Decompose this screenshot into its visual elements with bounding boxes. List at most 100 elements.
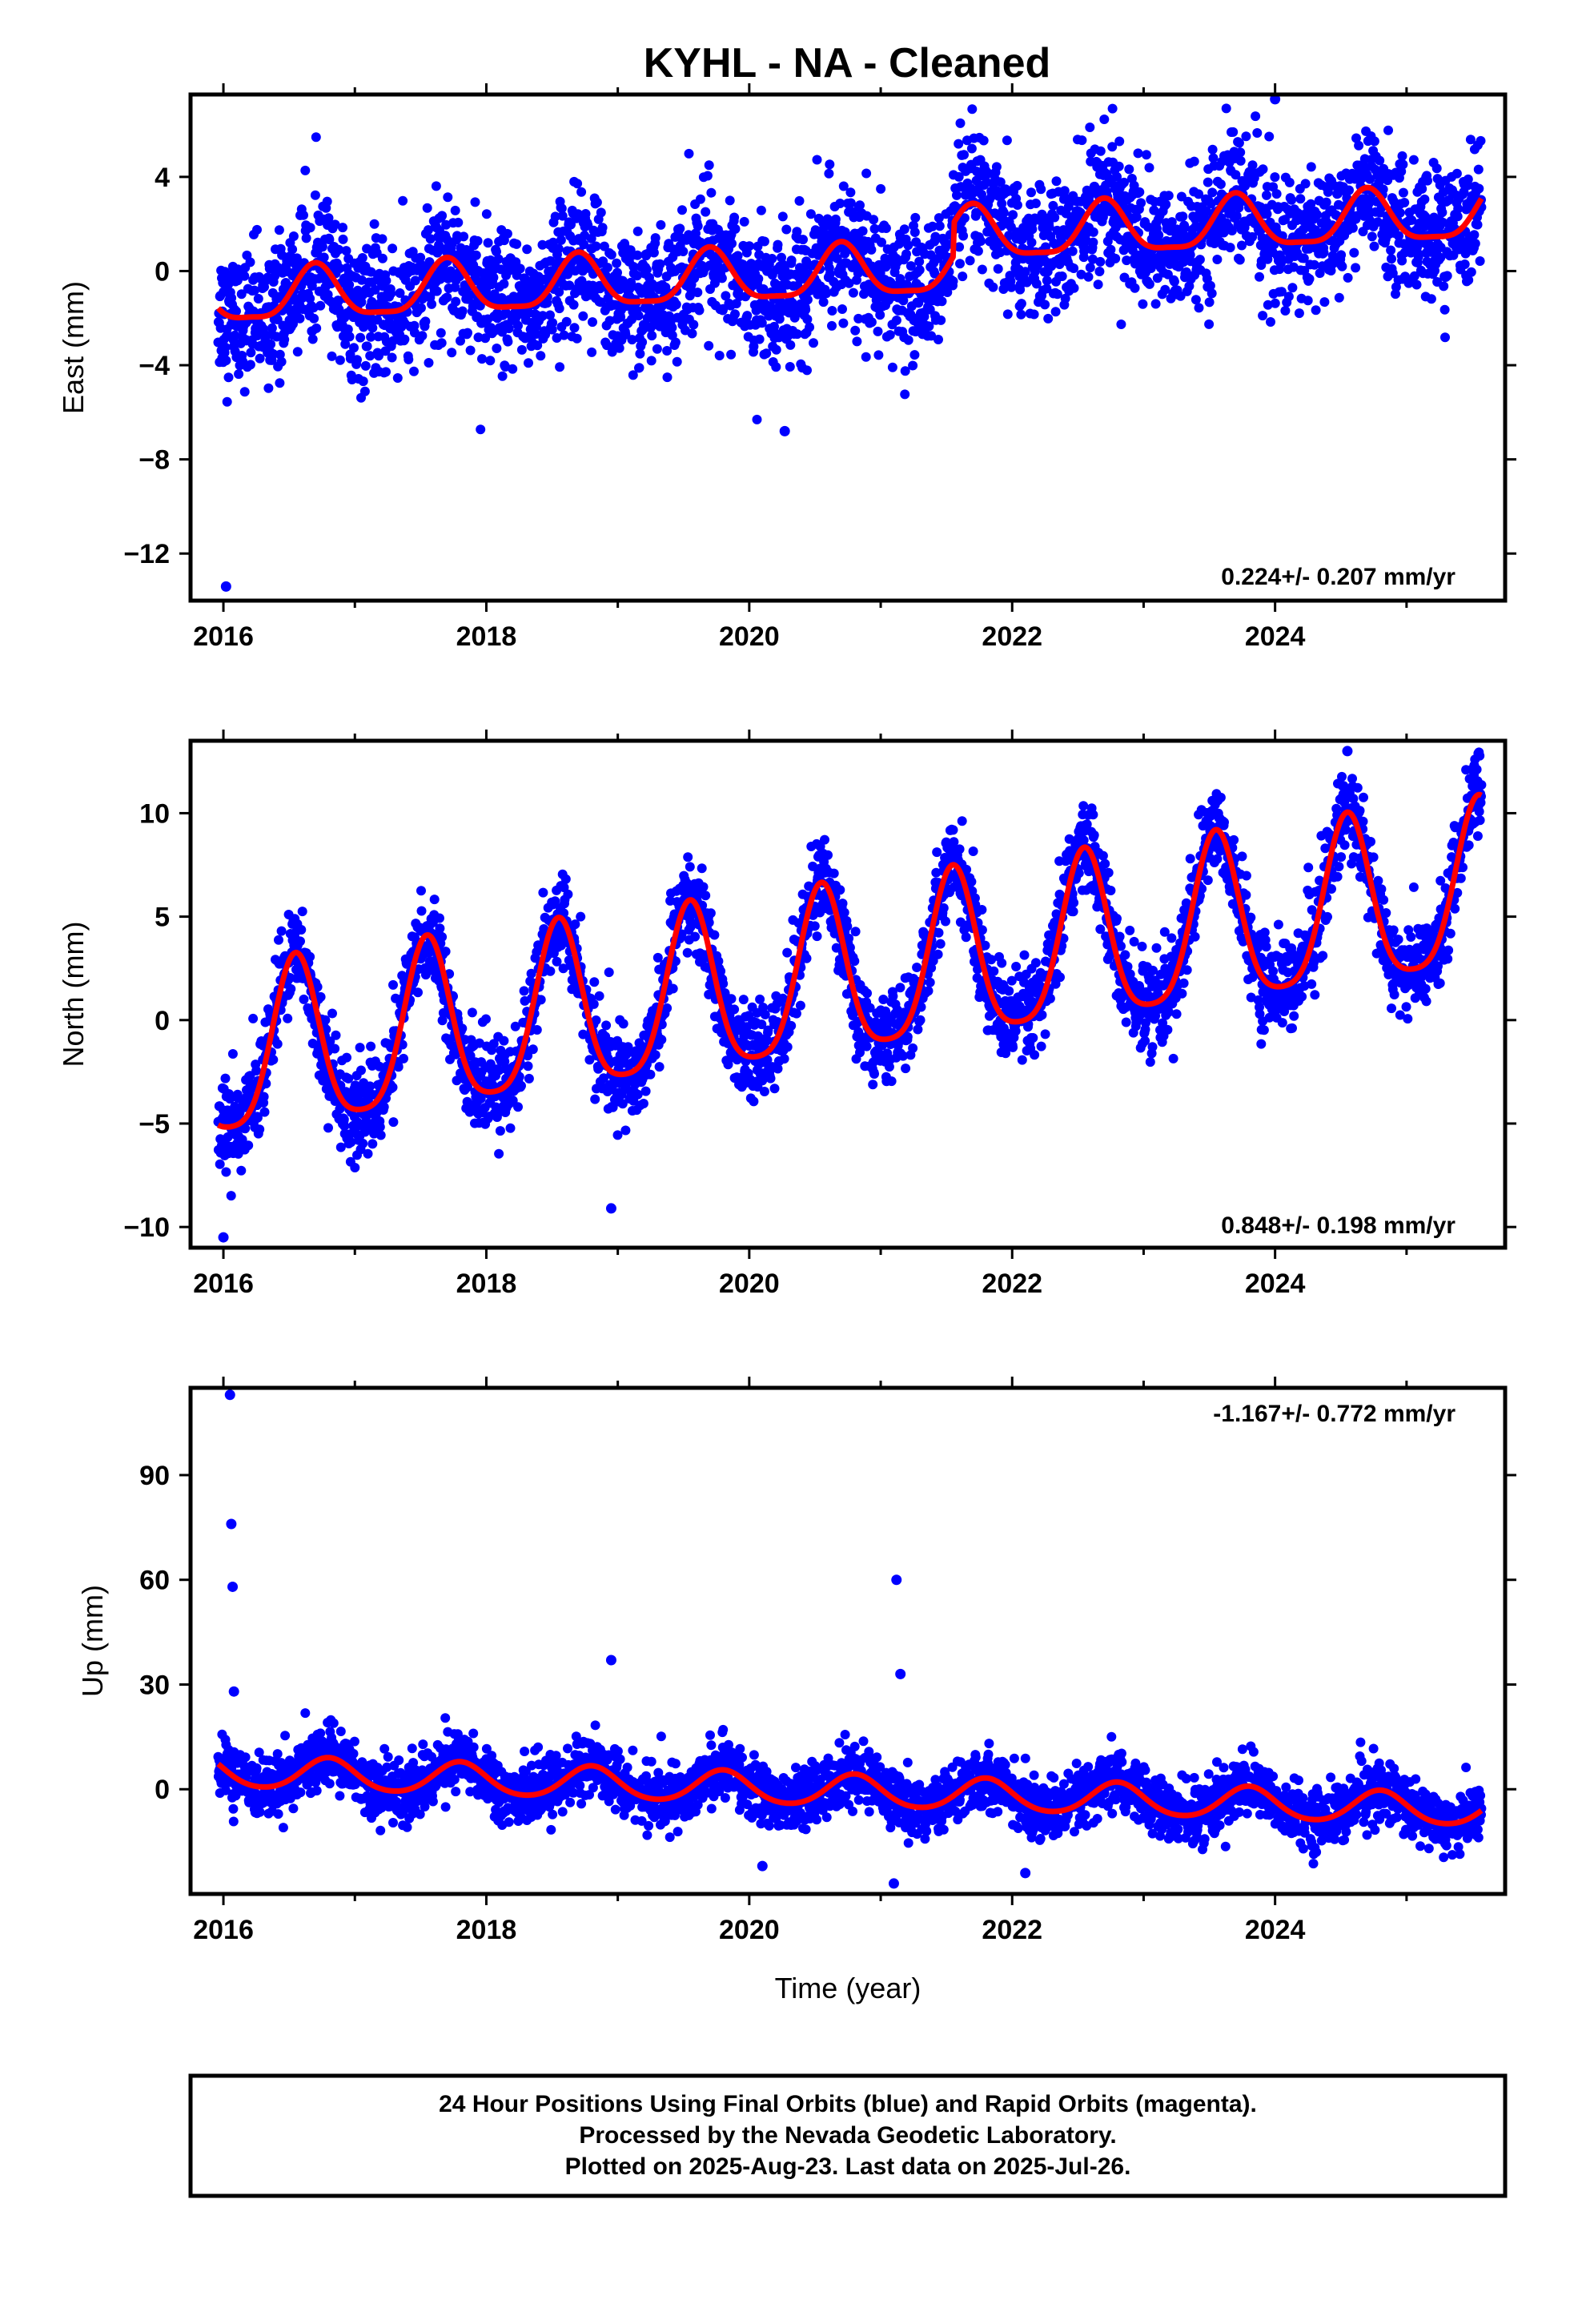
data-point [356, 297, 367, 308]
data-point [1099, 115, 1110, 124]
data-point [381, 367, 391, 377]
data-point [325, 1036, 335, 1047]
data-point [812, 931, 822, 942]
data-point [777, 211, 788, 222]
data-point [335, 263, 345, 273]
data-point [467, 1007, 477, 1018]
data-point [1204, 297, 1215, 308]
data-point [1391, 289, 1400, 300]
data-point [393, 1062, 404, 1072]
data-point [556, 235, 566, 245]
data-point [1395, 207, 1405, 218]
data-point [1093, 279, 1103, 290]
data-point [1116, 320, 1126, 329]
data-point [596, 207, 606, 218]
data-point [704, 340, 714, 351]
data-point [283, 1013, 293, 1023]
data-point [1472, 219, 1483, 230]
data-point [409, 328, 420, 338]
data-point [1235, 155, 1246, 166]
data-point [1464, 275, 1474, 285]
data-point [323, 1123, 333, 1133]
data-point [861, 168, 872, 179]
data-point [1221, 103, 1231, 114]
data-point [726, 349, 737, 360]
data-point [1343, 272, 1353, 283]
data-point [1119, 177, 1129, 187]
data-point [219, 287, 229, 297]
data-point [1042, 275, 1052, 286]
data-point [662, 1003, 673, 1013]
data-point [903, 335, 913, 345]
data-point [1271, 189, 1282, 199]
data-point [231, 306, 241, 316]
data-point [821, 288, 832, 299]
data-point [652, 344, 662, 354]
data-point [850, 325, 861, 336]
data-point [1262, 190, 1271, 200]
data-point [1354, 140, 1364, 151]
data-point [287, 244, 298, 255]
data-point [1312, 210, 1322, 220]
data-point [1287, 283, 1298, 293]
data-point [227, 1049, 238, 1059]
data-point [388, 336, 398, 346]
data-point [689, 320, 699, 330]
data-point [1002, 135, 1012, 146]
data-point [1255, 271, 1264, 282]
data-point [499, 279, 509, 289]
data-point [365, 1081, 375, 1092]
data-point [1119, 272, 1130, 283]
data-point [1166, 217, 1177, 227]
data-point [236, 289, 247, 300]
data-point [900, 366, 910, 376]
data-point [1231, 170, 1241, 180]
data-point [1178, 211, 1188, 222]
data-point [355, 332, 366, 343]
data-point [359, 386, 370, 396]
data-point [331, 1030, 341, 1040]
data-point [802, 295, 813, 305]
data-point [1375, 155, 1385, 166]
x-tick-label: 2020 [719, 621, 780, 652]
data-point [578, 311, 588, 321]
data-point [420, 316, 431, 327]
data-point [671, 300, 681, 310]
data-point [263, 383, 274, 393]
data-point [891, 316, 901, 325]
data-point [612, 267, 622, 278]
data-point [693, 287, 703, 298]
data-point [738, 995, 749, 1005]
data-point [1306, 199, 1316, 209]
data-point [276, 926, 287, 936]
data-point [1311, 305, 1321, 316]
data-point [742, 311, 753, 321]
data-point [1473, 164, 1484, 175]
y-tick-label: −12 [123, 539, 170, 569]
data-point [616, 312, 626, 322]
data-point [1129, 180, 1139, 191]
data-point [251, 1066, 262, 1076]
data-point [387, 243, 398, 254]
data-point [424, 225, 433, 235]
data-point [362, 243, 372, 254]
data-point [410, 275, 420, 286]
data-point [531, 329, 541, 340]
data-point [513, 320, 523, 331]
data-point [301, 233, 311, 243]
data-point [323, 213, 334, 223]
data-point [903, 240, 913, 251]
data-point [1225, 243, 1235, 253]
data-point [1399, 198, 1410, 207]
data-point [1088, 227, 1098, 237]
data-point [532, 1025, 542, 1035]
data-point [370, 284, 380, 295]
data-point [513, 1102, 523, 1112]
data-point [959, 150, 969, 160]
data-point [765, 1073, 776, 1084]
data-point [367, 1139, 378, 1149]
data-point [344, 279, 355, 290]
data-point [824, 168, 834, 179]
data-point [1276, 287, 1287, 297]
data-point [362, 341, 372, 352]
